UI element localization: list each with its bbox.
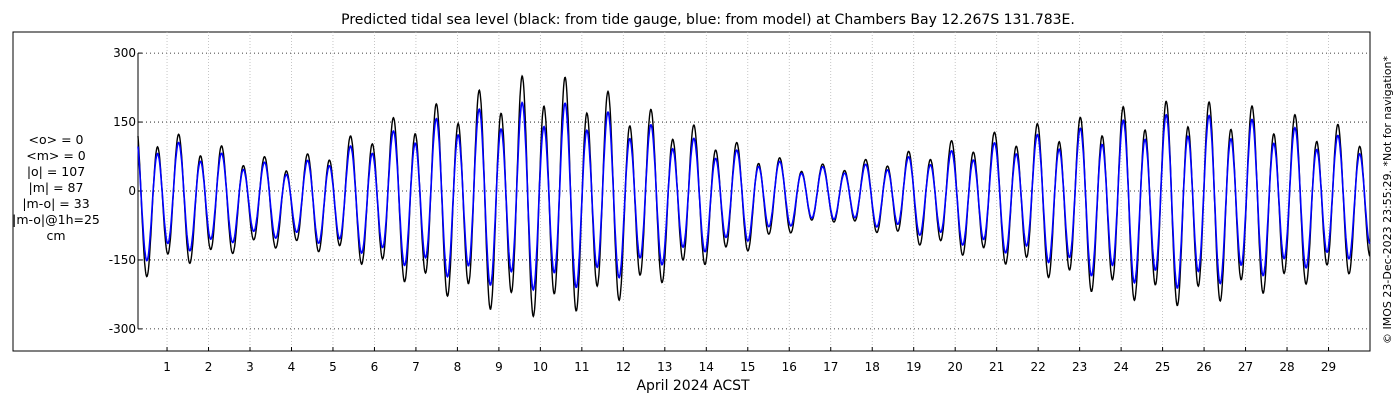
x-tick-label: 3 (246, 360, 254, 374)
x-tick-label: 27 (1238, 360, 1253, 374)
y-tick-label: -300 (109, 322, 136, 336)
x-tick-label: 13 (657, 360, 672, 374)
x-tick-label: 18 (865, 360, 880, 374)
x-tick-label: 24 (1113, 360, 1128, 374)
x-tick-label: 9 (495, 360, 503, 374)
x-tick-label: 22 (1031, 360, 1046, 374)
stat-abs-model: |m| = 87 (28, 180, 84, 195)
stat-abs-diff: |m-o| = 33 (22, 196, 90, 211)
x-tick-label: 12 (616, 360, 631, 374)
x-tick-label: 7 (412, 360, 420, 374)
x-tick-label: 16 (782, 360, 797, 374)
y-tick-label: 0 (128, 184, 136, 198)
x-tick-label: 28 (1279, 360, 1294, 374)
x-axis-label: April 2024 ACST (636, 378, 750, 394)
stats-panel: <o> = 0 <m> = 0 |o| = 107 |m| = 87 |m-o|… (2, 132, 110, 244)
x-tick-label: 8 (454, 360, 462, 374)
stat-mean-model: <m> = 0 (26, 148, 86, 163)
y-tick-label: -150 (109, 253, 136, 267)
stat-unit: cm (46, 228, 66, 243)
stat-mean-obs: <o> = 0 (28, 132, 84, 147)
x-tick-label: 20 (948, 360, 963, 374)
x-tick-label: 11 (574, 360, 589, 374)
x-tick-label: 25 (1155, 360, 1170, 374)
x-tick-label: 10 (533, 360, 548, 374)
series-line-model (137, 101, 1371, 292)
credit-note: © IMOS 23-Dec-2023 23:55:29. *Not for na… (1381, 56, 1394, 344)
stat-abs-obs: |o| = 107 (26, 164, 86, 179)
x-tick-label: 21 (989, 360, 1004, 374)
x-tick-label: 26 (1196, 360, 1211, 374)
x-tick-label: 17 (823, 360, 838, 374)
x-tick-label: 6 (371, 360, 379, 374)
x-tick-label: 4 (288, 360, 296, 374)
x-tick-label: 14 (699, 360, 714, 374)
x-tick-label: 2 (205, 360, 213, 374)
series-group (137, 74, 1371, 318)
x-tick-label: 5 (329, 360, 337, 374)
x-tick-label: 19 (906, 360, 921, 374)
y-tick-label: 300 (113, 46, 136, 60)
chart-title: Predicted tidal sea level (black: from t… (341, 12, 1075, 28)
y-axis: 300 150 0 -150 -300 (109, 46, 142, 336)
x-tick-label: 29 (1321, 360, 1336, 374)
plot-frame (12, 31, 1371, 352)
stat-abs-diff-1h: |m-o|@1h=25 (12, 212, 100, 227)
y-tick-label: 150 (113, 115, 136, 129)
x-tick-label: 15 (740, 360, 755, 374)
x-tick-label: 23 (1072, 360, 1087, 374)
x-axis: 1 2 3 4 5 6 7 8 9 10 11 12 13 14 15 16 17 18 19 20 21 22 23 24 2… (163, 347, 1336, 374)
x-tick-label: 1 (163, 360, 171, 374)
